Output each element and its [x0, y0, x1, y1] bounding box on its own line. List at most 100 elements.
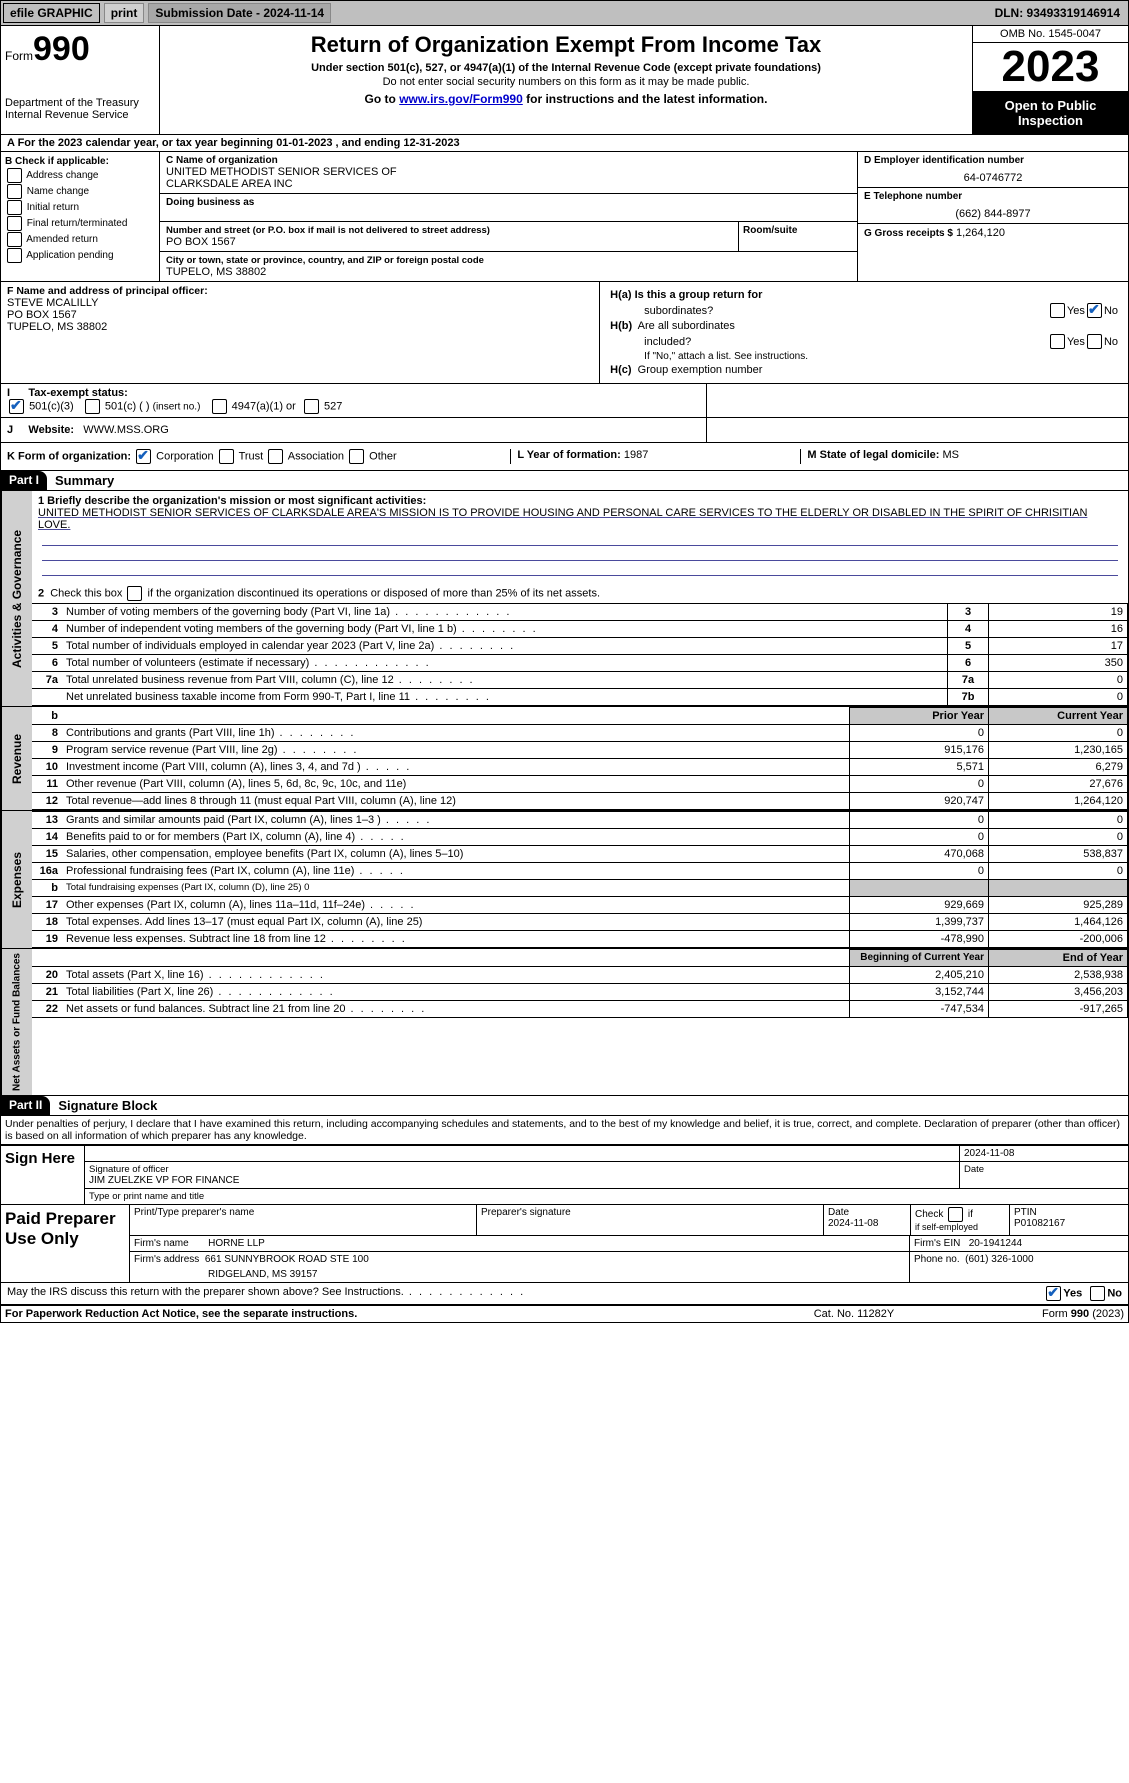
col-c: C Name of organization UNITED METHODIST …	[160, 152, 857, 281]
phone-value: (662) 844-8977	[864, 208, 1122, 220]
may-yes-checkbox[interactable]	[1046, 1286, 1061, 1301]
sidelabel-rev: Revenue	[1, 707, 32, 810]
mission-text: UNITED METHODIST SENIOR SERVICES OF CLAR…	[38, 507, 1087, 531]
c-name-label: C Name of organization	[166, 155, 851, 166]
self-emp-checkbox[interactable]	[948, 1207, 963, 1222]
bc-row: B Check if applicable: Address change Na…	[1, 152, 1128, 282]
prep-date-val: 2024-11-08	[828, 1218, 906, 1229]
yes-label: Yes	[1067, 305, 1085, 317]
c-addr-cell: Number and street (or P.O. box if mail i…	[160, 222, 857, 252]
exp-section: Expenses 13 Grants and similar amounts p…	[1, 811, 1128, 949]
hb-no-checkbox[interactable]	[1087, 334, 1102, 349]
top-bar: efile GRAPHIC print Submission Date - 20…	[0, 0, 1129, 26]
goto-link[interactable]: www.irs.gov/Form990	[399, 92, 523, 106]
part2-row: Part II Signature Block	[1, 1096, 1128, 1116]
ssn-warning: Do not enter social security numbers on …	[180, 76, 952, 88]
b-header: B Check if applicable:	[5, 156, 155, 167]
i-527-checkbox[interactable]	[304, 399, 319, 414]
org-name-2: CLARKSDALE AREA INC	[166, 178, 851, 190]
f-officer: F Name and address of principal officer:…	[1, 282, 600, 383]
line2-checkbox[interactable]	[127, 586, 142, 601]
b-check-amended-return[interactable]: Amended return	[5, 232, 155, 247]
sidelabel-net: Net Assets or Fund Balances	[1, 949, 32, 1095]
type-name-label: Type or print name and title	[85, 1189, 1128, 1204]
addr-value: PO BOX 1567	[166, 236, 732, 248]
ptin-val: P01082167	[1014, 1218, 1124, 1229]
penalty-statement: Under penalties of perjury, I declare th…	[1, 1116, 1128, 1146]
d-ein-cell: D Employer identification number 64-0746…	[858, 152, 1128, 188]
may-no-checkbox[interactable]	[1090, 1286, 1105, 1301]
c-city-cell: City or town, state or province, country…	[160, 252, 857, 281]
date-label: Date	[960, 1162, 1128, 1188]
i-4947-checkbox[interactable]	[212, 399, 227, 414]
b-check-initial-return[interactable]: Initial return	[5, 200, 155, 215]
ha-no-checkbox[interactable]	[1087, 303, 1102, 318]
part1-row: Part I Summary	[1, 471, 1128, 491]
j-row: J Website: WWW.MSS.ORG	[1, 418, 1128, 443]
efile-label: efile GRAPHIC	[10, 6, 93, 20]
officer-sig-name: JIM ZUELZKE VP FOR FINANCE	[89, 1175, 955, 1186]
goto-post: for instructions and the latest informat…	[523, 92, 768, 106]
firm-ein-lbl: Firm's EIN	[914, 1238, 960, 1249]
form-990-label: Form990	[5, 30, 155, 69]
form-number: 990	[33, 30, 90, 68]
fg-row: F Name and address of principal officer:…	[1, 282, 1128, 384]
b-check-name-change[interactable]: Name change	[5, 184, 155, 199]
officer-name: STEVE MCALILLY	[7, 297, 593, 309]
c-name-cell: C Name of organization UNITED METHODIST …	[160, 152, 857, 194]
efile-button[interactable]: efile GRAPHIC	[3, 3, 100, 23]
ein-label: D Employer identification number	[864, 155, 1122, 166]
officer-addr: PO BOX 1567	[7, 309, 593, 321]
firm-name-lbl: Firm's name	[134, 1238, 189, 1249]
k-assoc-checkbox[interactable]	[268, 449, 283, 464]
l-year: L Year of formation: 1987	[510, 449, 800, 464]
b-check-application-pending[interactable]: Application pending	[5, 248, 155, 263]
room-suite: Room/suite	[738, 222, 857, 251]
row-a-tax-year: A For the 2023 calendar year, or tax yea…	[1, 135, 1128, 152]
klm-row: K Form of organization: Corporation Trus…	[1, 443, 1128, 471]
sidelabel-exp: Expenses	[1, 811, 32, 948]
ein-value: 64-0746772	[864, 172, 1122, 184]
ptin-lbl: PTIN	[1014, 1207, 1124, 1218]
goto-line: Go to www.irs.gov/Form990 for instructio…	[180, 92, 952, 106]
dln-label: DLN: 93493319146914	[995, 6, 1126, 20]
k-corp-checkbox[interactable]	[136, 449, 151, 464]
col-d: D Employer identification number 64-0746…	[857, 152, 1128, 281]
submission-date-button[interactable]: Submission Date - 2024-11-14	[148, 3, 331, 23]
exp-table: 13 Grants and similar amounts paid (Part…	[32, 811, 1128, 948]
city-value: TUPELO, MS 38802	[166, 266, 851, 278]
no-label: No	[1104, 305, 1118, 317]
sigoff-label: Signature of officer	[89, 1164, 955, 1175]
hb-yes-checkbox[interactable]	[1050, 334, 1065, 349]
net-table: Beginning of Current Year End of Year20 …	[32, 949, 1128, 1018]
firm-addr-lbl: Firm's address	[134, 1254, 199, 1265]
b-check-final-return-terminated[interactable]: Final return/terminated	[5, 216, 155, 231]
city-label: City or town, state or province, country…	[166, 255, 851, 266]
header-right: OMB No. 1545-0047 2023 Open to Public In…	[972, 26, 1128, 134]
part2-header: Part II	[1, 1096, 50, 1115]
firm-name-val: HORNE LLP	[208, 1238, 265, 1249]
line1-label: 1 Briefly describe the organization's mi…	[38, 495, 426, 507]
gross-value: 1,264,120	[956, 227, 1005, 239]
website-value: WWW.MSS.ORG	[83, 424, 169, 436]
i-row: I Tax-exempt status: 501(c)(3) 501(c) ( …	[1, 384, 1128, 418]
sign-date1: 2024-11-08	[959, 1146, 1128, 1161]
firm-addr-val: 661 SUNNYBROOK ROAD STE 100	[205, 1254, 369, 1265]
ag-section: Activities & Governance 1 Briefly descri…	[1, 491, 1128, 707]
ha-yes-checkbox[interactable]	[1050, 303, 1065, 318]
i-501c-checkbox[interactable]	[85, 399, 100, 414]
i-501c3-checkbox[interactable]	[9, 399, 24, 414]
h-block: H(a) Is this a group return for subordin…	[600, 282, 1128, 383]
b-check-address-change[interactable]: Address change	[5, 168, 155, 183]
prep-sig-lbl: Preparer's signature	[481, 1207, 819, 1218]
k-trust-checkbox[interactable]	[219, 449, 234, 464]
k-other-checkbox[interactable]	[349, 449, 364, 464]
ha-sub: subordinates?	[610, 305, 1048, 317]
g-gross-cell: G Gross receipts $ 1,264,120	[858, 224, 1128, 242]
k-label: K Form of organization:	[7, 450, 131, 462]
officer-city: TUPELO, MS 38802	[7, 321, 593, 333]
form-word: Form	[5, 49, 33, 63]
footer-formno: Form 990 (2023)	[944, 1308, 1124, 1320]
print-button[interactable]: print	[104, 3, 145, 23]
paid-preparer-row: Paid Preparer Use Only Print/Type prepar…	[1, 1205, 1128, 1282]
